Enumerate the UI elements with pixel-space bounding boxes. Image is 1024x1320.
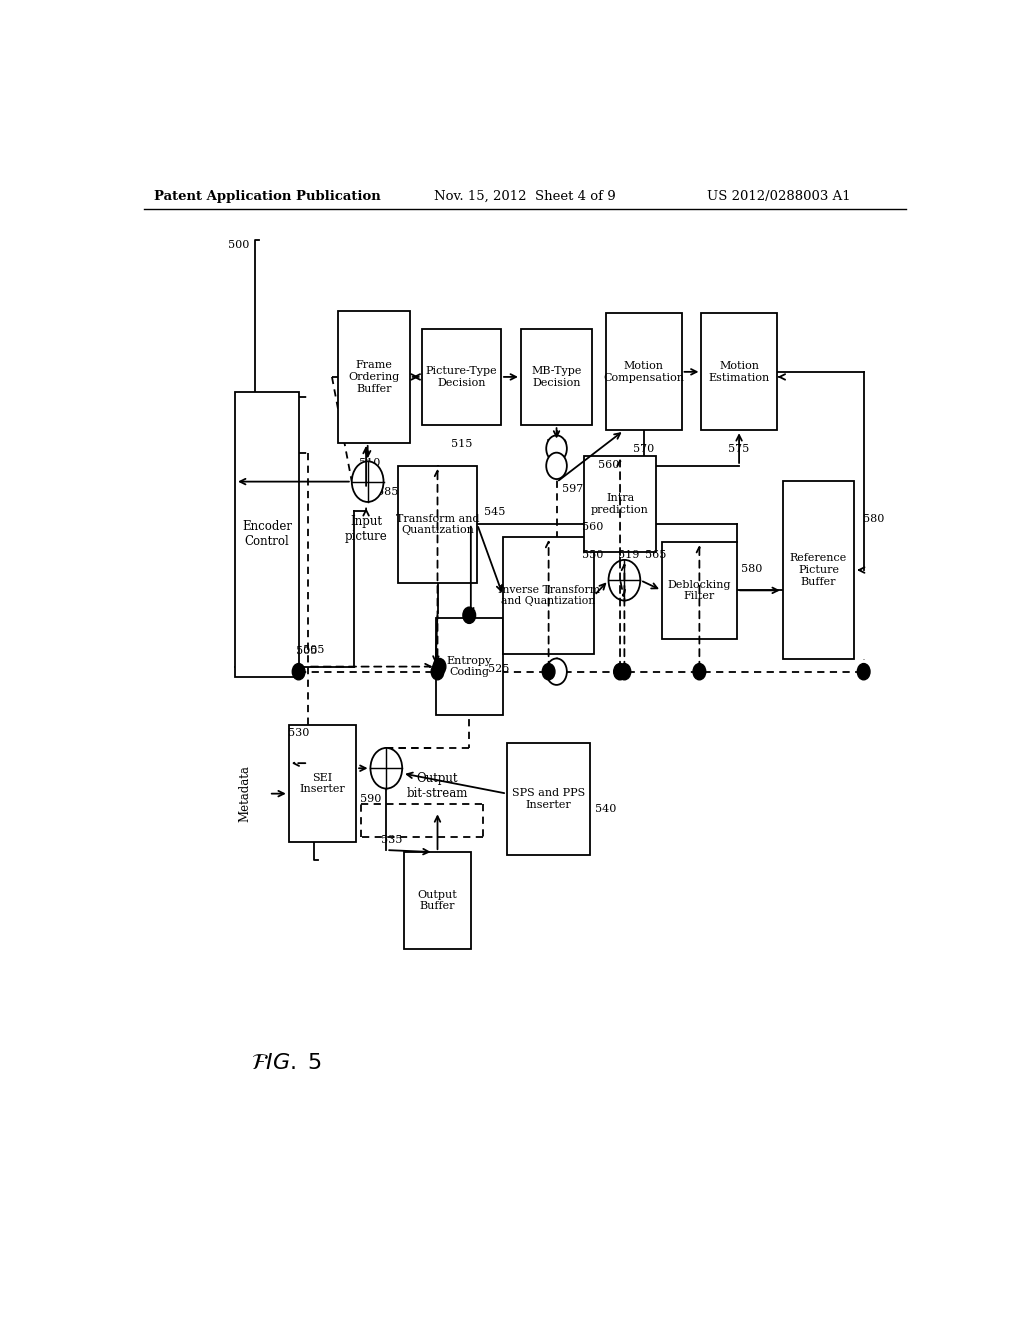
Circle shape: [352, 461, 384, 502]
FancyBboxPatch shape: [521, 329, 592, 425]
Text: Reference
Picture
Buffer: Reference Picture Buffer: [790, 553, 847, 586]
Text: Entropy
Coding: Entropy Coding: [446, 656, 492, 677]
FancyBboxPatch shape: [507, 743, 590, 854]
Circle shape: [543, 664, 555, 680]
Circle shape: [292, 664, 305, 680]
Text: 575: 575: [728, 444, 750, 454]
Circle shape: [371, 748, 402, 788]
FancyBboxPatch shape: [338, 312, 410, 444]
Circle shape: [693, 664, 706, 680]
Text: 510: 510: [359, 458, 381, 469]
Text: 580: 580: [863, 515, 885, 524]
Text: 525: 525: [488, 664, 510, 675]
Text: 505: 505: [296, 647, 317, 656]
Text: 580: 580: [741, 564, 763, 574]
Circle shape: [433, 659, 445, 675]
Text: 519: 519: [617, 550, 639, 560]
Text: Nov. 15, 2012  Sheet 4 of 9: Nov. 15, 2012 Sheet 4 of 9: [434, 190, 615, 202]
FancyBboxPatch shape: [606, 313, 682, 430]
Text: US 2012/0288003 A1: US 2012/0288003 A1: [707, 190, 851, 202]
Text: Picture-Type
Decision: Picture-Type Decision: [426, 366, 497, 388]
Text: 570: 570: [633, 444, 654, 454]
Text: 550: 550: [582, 550, 603, 560]
Text: 535: 535: [381, 834, 402, 845]
Text: Metadata: Metadata: [239, 766, 252, 822]
Circle shape: [431, 664, 443, 680]
Text: 500: 500: [228, 240, 250, 249]
Text: Transform and
Quantization: Transform and Quantization: [395, 513, 479, 535]
FancyBboxPatch shape: [236, 392, 299, 677]
Text: 560: 560: [582, 521, 603, 532]
FancyBboxPatch shape: [289, 725, 356, 842]
Text: 530: 530: [288, 727, 309, 738]
Text: 520: 520: [546, 438, 567, 449]
Text: SEI
Inserter: SEI Inserter: [300, 772, 345, 795]
FancyBboxPatch shape: [782, 480, 854, 659]
Text: 597: 597: [562, 484, 583, 494]
Circle shape: [857, 664, 870, 680]
Circle shape: [546, 436, 567, 462]
Text: 560: 560: [598, 461, 620, 470]
FancyBboxPatch shape: [662, 543, 737, 639]
Text: 540: 540: [596, 804, 616, 814]
Text: Motion
Compensation: Motion Compensation: [603, 362, 684, 383]
Text: $\mathcal{F}$$\mathit{IG.\ 5}$: $\mathcal{F}$$\mathit{IG.\ 5}$: [251, 1052, 323, 1074]
Text: 590: 590: [359, 793, 381, 804]
Text: Patent Application Publication: Patent Application Publication: [154, 190, 380, 202]
FancyBboxPatch shape: [701, 313, 777, 430]
Text: SPS and PPS
Inserter: SPS and PPS Inserter: [512, 788, 586, 809]
FancyBboxPatch shape: [422, 329, 501, 425]
Text: Motion
Estimation: Motion Estimation: [709, 362, 770, 383]
Text: Frame
Ordering
Buffer: Frame Ordering Buffer: [348, 360, 399, 393]
Circle shape: [608, 560, 640, 601]
Text: Intra
prediction: Intra prediction: [591, 494, 649, 515]
Circle shape: [613, 664, 627, 680]
Text: Inverse Transform
and Quantization: Inverse Transform and Quantization: [498, 585, 600, 606]
Circle shape: [618, 664, 631, 680]
Text: Input
picture: Input picture: [345, 515, 387, 544]
FancyBboxPatch shape: [585, 455, 655, 552]
Text: Deblocking
Filter: Deblocking Filter: [668, 579, 731, 601]
Text: 505: 505: [303, 645, 324, 656]
Circle shape: [546, 453, 567, 479]
Text: Output
Buffer: Output Buffer: [418, 890, 458, 911]
FancyBboxPatch shape: [403, 853, 471, 949]
Text: MB-Type
Decision: MB-Type Decision: [531, 366, 582, 388]
Text: Output
bit-stream: Output bit-stream: [407, 772, 468, 800]
Text: 515: 515: [451, 438, 472, 449]
Circle shape: [463, 607, 475, 623]
Text: 545: 545: [484, 507, 506, 516]
Text: Encoder
Control: Encoder Control: [242, 520, 292, 549]
Text: 565: 565: [645, 550, 667, 560]
FancyBboxPatch shape: [397, 466, 477, 582]
Circle shape: [546, 659, 567, 685]
FancyBboxPatch shape: [435, 618, 503, 715]
Text: 585: 585: [377, 487, 398, 496]
FancyBboxPatch shape: [503, 537, 594, 653]
